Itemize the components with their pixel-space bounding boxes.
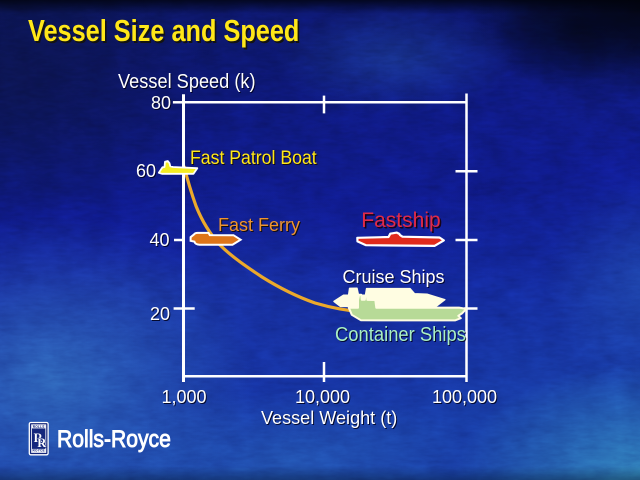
svg-text:ROYCE: ROYCE (33, 449, 45, 453)
svg-text:ROLLS: ROLLS (33, 425, 45, 429)
svg-text:R: R (37, 436, 47, 450)
svg-text:R: R (34, 431, 44, 445)
